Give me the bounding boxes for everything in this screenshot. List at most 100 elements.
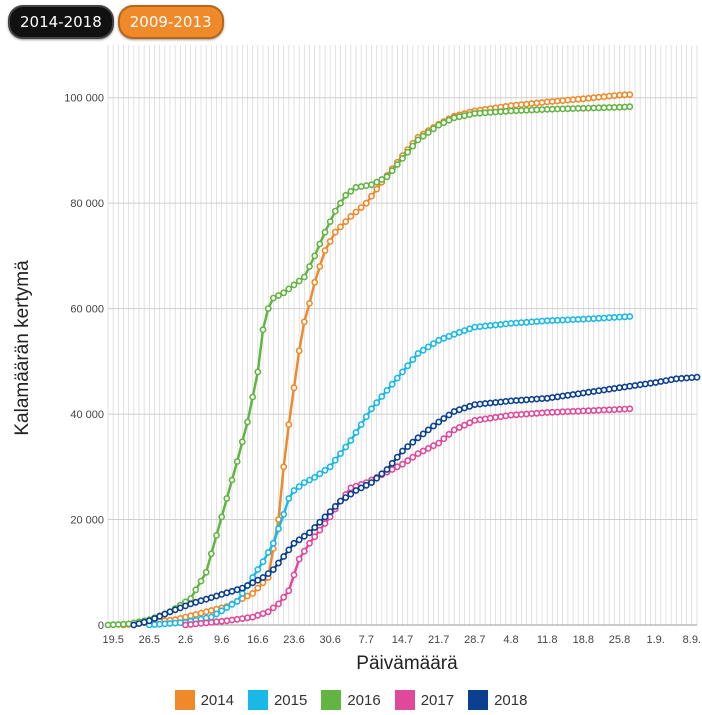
data-point [399, 154, 406, 162]
data-point [280, 553, 288, 560]
y-tick-label: 60 000 [70, 304, 104, 316]
data-point [311, 252, 319, 260]
data-point [207, 613, 215, 621]
data-point [326, 218, 334, 225]
data-point [223, 604, 231, 611]
data-point [357, 421, 365, 428]
data-point [507, 397, 515, 405]
x-tick-label: 28.7 [464, 634, 485, 646]
data-point [554, 97, 561, 105]
data-point [368, 181, 375, 189]
data-point [626, 91, 634, 98]
data-point [564, 96, 572, 104]
data-point [207, 619, 215, 626]
legend-swatch [247, 690, 268, 710]
data-point [352, 429, 360, 436]
data-point [306, 539, 313, 547]
data-point [295, 536, 303, 544]
data-point [471, 416, 479, 424]
data-point [445, 430, 453, 438]
x-tick-label: 9.6 [214, 634, 229, 646]
data-point [507, 102, 515, 109]
data-point [337, 450, 344, 457]
data-point [238, 615, 246, 622]
data-point [368, 479, 375, 486]
x-axis-ticks: 19.5 26.5 2.6 9.6 16.6 23.6 30.6 7.7 14.7 21.7 28.… [102, 624, 701, 646]
legend-item-2016[interactable]: 2016 [321, 690, 381, 710]
data-point [244, 592, 251, 600]
data-point [502, 107, 510, 115]
data-point [228, 601, 236, 608]
data-point [362, 182, 370, 189]
data-point [311, 473, 319, 481]
data-point [440, 119, 448, 127]
legend-swatch [468, 690, 489, 710]
data-point [228, 476, 236, 484]
data-point [688, 374, 696, 381]
data-point [419, 132, 427, 140]
data-point [187, 595, 195, 602]
data-point [202, 568, 210, 576]
data-point [435, 121, 443, 129]
data-point [523, 318, 530, 326]
data-point [321, 513, 329, 521]
x-tick-label: 25.8 [609, 634, 630, 646]
data-point [388, 167, 396, 175]
data-point [548, 98, 556, 105]
tab-2009-2013[interactable]: 2009-2013 [117, 5, 224, 39]
data-point [492, 413, 499, 421]
data-point [647, 379, 654, 387]
data-point [517, 396, 525, 404]
data-point [347, 212, 355, 220]
data-point [430, 442, 437, 450]
data-point [548, 394, 556, 401]
data-point [300, 547, 308, 555]
data-point [383, 386, 391, 394]
data-point [517, 410, 525, 418]
legend-item-2015[interactable]: 2015 [247, 690, 307, 710]
series-2016 [104, 103, 634, 629]
legend-item-2017[interactable]: 2017 [394, 690, 454, 710]
data-point [476, 416, 484, 424]
y-tick-label: 0 [98, 620, 104, 632]
data-point [290, 571, 298, 579]
data-point [378, 176, 386, 183]
data-point [223, 617, 231, 625]
data-point [486, 414, 494, 422]
data-point [507, 319, 515, 327]
legend: 2014 2015 2016 2017 2018 [0, 690, 702, 710]
data-point [631, 382, 639, 389]
x-tick-label: 2.6 [178, 634, 193, 646]
legend-label: 2016 [347, 691, 381, 709]
data-point [145, 617, 153, 625]
legend-item-2014[interactable]: 2014 [174, 690, 234, 710]
data-point [404, 443, 412, 450]
x-tick-label: 7.7 [359, 634, 374, 646]
data-point [275, 292, 282, 299]
y-tick-label: 100 000 [64, 93, 104, 105]
data-point [533, 395, 541, 403]
legend-item-2018[interactable]: 2018 [468, 690, 527, 710]
data-point [192, 586, 200, 594]
data-point [207, 550, 215, 558]
x-tick-label: 11.8 [537, 634, 558, 646]
data-point [424, 129, 432, 136]
tab-2014-2018[interactable]: 2014-2018 [8, 5, 114, 39]
data-point [347, 187, 355, 195]
data-point [466, 419, 474, 427]
data-point [285, 546, 293, 554]
data-point [435, 418, 443, 426]
data-point [300, 479, 308, 486]
data-point [321, 228, 329, 236]
data-point [523, 396, 530, 404]
data-point [533, 318, 541, 325]
data-point [414, 350, 422, 357]
data-point [600, 386, 608, 394]
data-point [275, 559, 282, 567]
data-point [135, 620, 143, 627]
data-point [430, 422, 437, 430]
data-point [337, 497, 344, 505]
x-tick-label: 1.9. [646, 634, 664, 646]
data-point [342, 494, 350, 501]
y-axis-ticks: 0 20 000 40 000 60 000 80 000 100 000 [64, 93, 697, 632]
